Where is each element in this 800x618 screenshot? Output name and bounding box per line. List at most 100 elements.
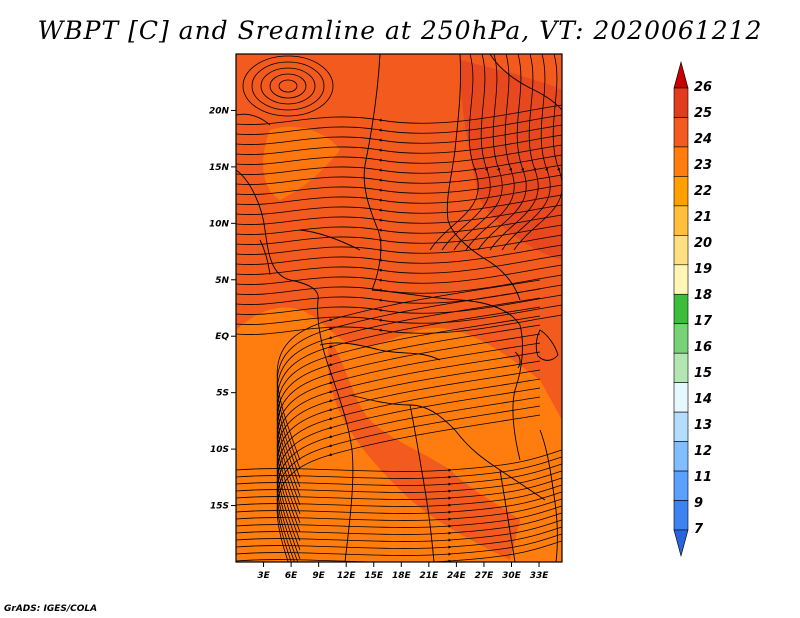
colorbar-label: 17 xyxy=(694,314,713,329)
lon-tick-label: 30E xyxy=(502,571,522,581)
lat-tick-label: 15N xyxy=(209,163,230,173)
streamline xyxy=(236,134,562,155)
streamline xyxy=(236,512,562,535)
colorbar-label: 9 xyxy=(694,496,703,511)
streamline-vortex xyxy=(242,55,334,117)
colorbar-swatch xyxy=(673,87,689,118)
streamline xyxy=(276,279,541,461)
colorbar-swatch xyxy=(673,441,689,472)
streamline xyxy=(276,369,541,551)
colorbar-label: 25 xyxy=(694,106,712,121)
streamline xyxy=(513,54,562,251)
streamline xyxy=(276,297,541,479)
wbpt-field-22-23-northwest xyxy=(263,126,340,200)
streamline xyxy=(276,288,541,470)
colorbar-label: 21 xyxy=(694,210,712,225)
lon-tick-label: 6E xyxy=(285,571,298,581)
streamline xyxy=(276,387,541,562)
chart-title: WBPT [C] and Sreamline at 250hPa, VT: 20… xyxy=(37,16,763,45)
streamline xyxy=(441,54,491,251)
streamline xyxy=(236,484,562,507)
streamline xyxy=(465,54,515,251)
wbpt-field-23-24-tongue xyxy=(327,340,520,560)
streamline-vortex xyxy=(269,73,307,99)
lon-tick-label: 3E xyxy=(257,571,270,581)
colorbar-swatch xyxy=(673,205,689,236)
streamline xyxy=(236,294,562,315)
lon-tick-label: 9E xyxy=(312,571,325,581)
colorbar-label: 23 xyxy=(694,158,712,173)
streamline xyxy=(236,314,562,335)
streamlines xyxy=(236,54,562,562)
colorbar-label: 11 xyxy=(694,470,712,485)
colorbar-label: 16 xyxy=(694,340,712,355)
lon-tick-label: 27E xyxy=(475,571,495,581)
streamline xyxy=(236,264,562,285)
streamline xyxy=(236,498,562,521)
lon-axis: 3E 6E 9E 12E 15E 18E 21E 24E 27E 30E 33E xyxy=(257,562,549,581)
lat-tick-label: 20N xyxy=(209,106,230,116)
streamline xyxy=(236,519,562,542)
streamline xyxy=(236,463,562,486)
lat-tick-label: 10S xyxy=(210,445,229,455)
streamline xyxy=(276,315,541,497)
streamline xyxy=(236,174,562,195)
colorbar-label: 20 xyxy=(694,236,712,251)
colorbar-swatch xyxy=(673,264,689,295)
colorbar-swatch xyxy=(673,293,689,325)
lat-tick-label: EQ xyxy=(215,332,229,342)
lon-tick-label: 21E xyxy=(420,571,440,581)
streamline xyxy=(236,234,562,255)
streamline-vortex xyxy=(260,67,316,105)
streamline xyxy=(236,533,562,556)
colorbar-label: 13 xyxy=(694,418,712,433)
colorbar-label: 12 xyxy=(694,444,712,459)
streamline xyxy=(236,491,562,514)
streamline xyxy=(276,405,541,562)
streamline xyxy=(429,54,479,251)
colorbar-label: 19 xyxy=(694,262,712,277)
streamline xyxy=(236,114,562,135)
lat-tick-label: 5N xyxy=(215,276,229,286)
streamline xyxy=(236,526,562,549)
colorbar-label: 18 xyxy=(694,288,712,303)
colorbar-label: 15 xyxy=(694,366,712,381)
grads-credit: GrADS: IGES/COLA xyxy=(4,604,98,614)
colorbar-label: 24 xyxy=(694,132,712,147)
streamline xyxy=(276,378,541,560)
colorbar-swatch xyxy=(673,117,689,148)
streamline xyxy=(276,324,541,506)
colorbar-bottom-arrow xyxy=(673,529,689,558)
streamline xyxy=(236,184,562,205)
colorbar-label: 7 xyxy=(694,522,704,537)
streamline xyxy=(236,304,562,325)
lat-tick-label: 15S xyxy=(210,502,229,512)
colorbar-swatch xyxy=(673,176,689,207)
streamline xyxy=(236,164,562,185)
streamline xyxy=(236,214,562,235)
colorbar-swatch xyxy=(673,382,689,413)
colorbar-swatch xyxy=(673,352,689,383)
streamline xyxy=(276,396,541,562)
lat-axis: 20N 15N 10N 5N EQ 5S 10S 15S xyxy=(209,106,236,512)
wbpt-field-24-25-northeast xyxy=(460,60,562,260)
map-frame xyxy=(235,53,563,563)
lon-tick-label: 24E xyxy=(447,571,467,581)
streamline xyxy=(236,456,562,479)
colorbar-label: 14 xyxy=(694,392,712,407)
streamline xyxy=(501,54,551,251)
streamline xyxy=(453,54,503,251)
streamline-vortex xyxy=(278,79,298,93)
streamline xyxy=(236,154,562,175)
streamline xyxy=(236,104,562,125)
lat-tick-label: 5S xyxy=(216,389,229,399)
streamline xyxy=(236,274,562,295)
lon-tick-label: 33E xyxy=(530,571,550,581)
colorbar-swatch xyxy=(673,500,689,531)
country-borders xyxy=(236,54,562,562)
streamline xyxy=(276,360,541,542)
streamline xyxy=(477,54,527,251)
streamline xyxy=(276,306,541,488)
